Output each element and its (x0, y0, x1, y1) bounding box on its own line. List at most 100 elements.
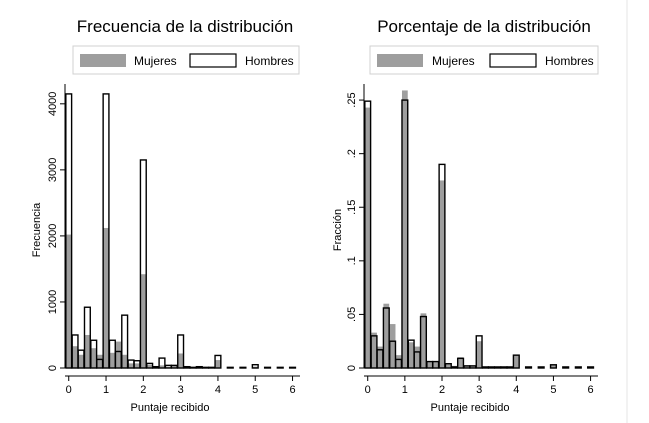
bar-hombres (419, 315, 428, 369)
bar-mujeres (84, 334, 91, 368)
y-ticks: 0 1000 2000 3000 4000 (47, 92, 65, 371)
bar-hombres (177, 334, 185, 369)
bar-mujeres (377, 346, 383, 368)
bar-hombres (456, 357, 465, 369)
bar-hombres (90, 339, 98, 369)
bar-hombres (549, 364, 558, 369)
bar-hombres (586, 366, 595, 369)
y-tick-label: 3000 (47, 158, 59, 182)
x-ticks: 0 1 2 3 4 5 6 (365, 376, 594, 396)
bar-hombres (444, 363, 452, 369)
bar-hombres (382, 307, 390, 369)
bar-hombres (487, 366, 495, 369)
bar-hombres (251, 364, 259, 369)
bars (65, 93, 297, 369)
y-tick-label: 0 (47, 365, 59, 371)
bar-mujeres (389, 324, 396, 368)
x-tick-label: 5 (252, 384, 258, 396)
y-axis-label: Fracción (332, 209, 344, 251)
x-tick-label: 6 (289, 384, 295, 396)
x-tick-label: 0 (66, 384, 72, 396)
legend-label-mujeres: Mujeres (432, 54, 475, 68)
bar-mujeres (457, 357, 464, 368)
x-axis-label: Puntaje recibido (131, 402, 210, 414)
bar-hombres (146, 362, 154, 369)
y-tick-label: 0 (346, 365, 358, 371)
bar-hombres (438, 163, 446, 369)
legend-box (72, 45, 300, 75)
bar-hombres (152, 365, 160, 369)
bar-hombres (65, 93, 73, 369)
bar-hombres (506, 366, 514, 369)
bar-mujeres (140, 274, 147, 368)
bar-hombres (524, 366, 533, 369)
bar-hombres (450, 366, 458, 369)
bar-hombres (202, 366, 210, 369)
bar-hombres (574, 366, 582, 369)
bar-hombres (158, 357, 166, 369)
bar-mujeres (550, 364, 557, 368)
bar-mujeres (414, 346, 420, 368)
chart-title: Frecuencia de la distribución (77, 17, 293, 36)
bar-hombres (276, 366, 284, 369)
x-tick-label: 4 (513, 384, 519, 396)
x-tick-label: 5 (550, 384, 556, 396)
bar-mujeres (78, 354, 84, 368)
x-tick-label: 2 (140, 384, 146, 396)
bar-hombres (475, 335, 483, 369)
bar-mujeres (408, 342, 415, 368)
bar-mujeres (464, 365, 470, 368)
bar-hombres (214, 354, 222, 369)
bar-mujeres (445, 363, 452, 368)
bar-hombres (562, 366, 570, 369)
legend-label-hombres: Hombres (545, 54, 594, 68)
legend-swatch-mujeres (377, 54, 423, 67)
bar-hombres (183, 365, 191, 369)
chart-frequency: Frecuencia de la distribución Mujeres Ho… (31, 17, 300, 414)
bar-mujeres (215, 360, 221, 368)
bar-hombres (494, 366, 502, 369)
legend-label-hombres: Hombres (245, 54, 294, 68)
y-tick-label: .2 (346, 149, 358, 158)
bar-mujeres (65, 234, 72, 368)
x-tick-label: 0 (365, 384, 371, 396)
bar-mujeres (395, 355, 402, 368)
bar-mujeres (146, 364, 153, 368)
legend: Mujeres Hombres (369, 45, 599, 75)
x-tick-label: 1 (402, 384, 408, 396)
x-ticks: 0 1 2 3 4 5 6 (66, 376, 296, 396)
bar-hombres (239, 366, 247, 369)
bar-hombres (500, 366, 508, 369)
bar-mujeres (103, 227, 109, 368)
bar-hombres (401, 99, 409, 369)
bar-hombres (537, 366, 545, 369)
bar-hombres (139, 159, 147, 369)
bar-mujeres (439, 180, 445, 368)
bar-hombres (102, 93, 110, 369)
x-tick-label: 2 (439, 384, 445, 396)
bars (364, 90, 595, 369)
chart-title: Porcentaje de la distribución (377, 17, 591, 36)
x-tick-label: 6 (588, 384, 594, 396)
x-tick-label: 1 (103, 384, 109, 396)
bar-mujeres (171, 366, 178, 368)
bar-hombres (121, 314, 129, 369)
bar-mujeres (90, 348, 97, 368)
bar-hombres (364, 100, 372, 369)
bar-mujeres (371, 332, 377, 368)
bar-mujeres (72, 346, 78, 368)
x-tick-label: 3 (476, 384, 482, 396)
y-tick-label: 1000 (47, 290, 59, 314)
bar-hombres (195, 365, 203, 369)
legend: Mujeres Hombres (72, 45, 300, 75)
bar-hombres (83, 306, 91, 369)
legend-label-mujeres: Mujeres (134, 54, 177, 68)
x-tick-label: 4 (215, 384, 221, 396)
y-axis-label: Frecuencia (31, 202, 43, 257)
y-tick-label: 2000 (47, 224, 59, 248)
bar-hombres (226, 366, 234, 369)
bar-hombres (189, 366, 197, 369)
bar-hombres (481, 366, 490, 369)
bar-mujeres (121, 354, 128, 368)
